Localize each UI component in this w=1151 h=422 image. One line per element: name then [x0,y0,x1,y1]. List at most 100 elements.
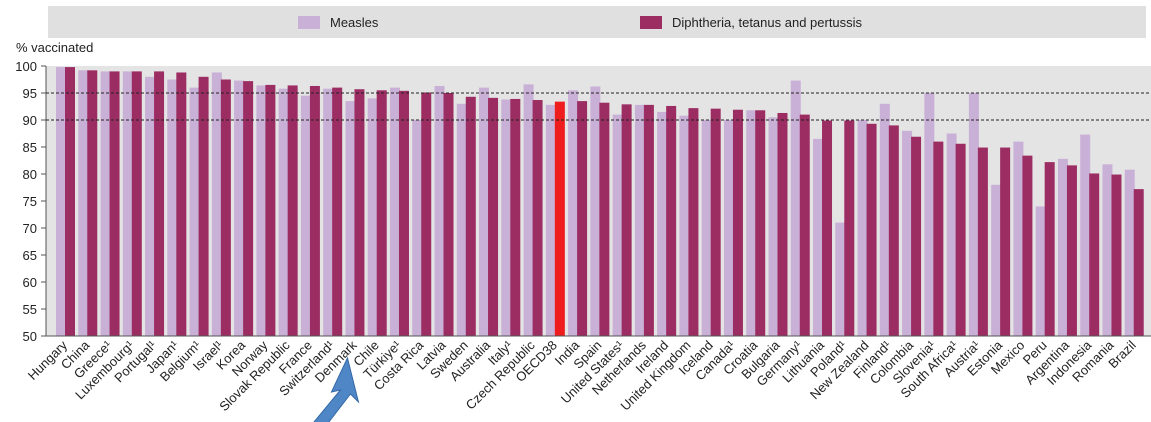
bar-dtp [1111,174,1122,336]
y-tick-label: 70 [23,221,37,236]
bar-measles [256,85,267,336]
bar-measles [1013,141,1024,336]
bar-dtp [265,84,276,337]
bar-dtp [154,71,165,337]
bar-measles [902,130,913,336]
bar-dtp [1066,165,1077,336]
bar-dtp [911,136,922,336]
bar-measles [946,133,957,336]
bar-measles [456,103,467,336]
legend-item-measles: Measles [298,6,378,38]
bar-measles [234,80,245,336]
bar-dtp [688,108,699,337]
bar-dtp [465,96,476,336]
bar-dtp [844,120,855,336]
bar-dtp [65,67,75,336]
bar-dtp [888,125,899,337]
bar-measles [145,76,156,337]
bar-dtp [1000,147,1011,336]
bar-measles [523,84,534,336]
bar-dtp [777,112,788,336]
bar-dtp [621,104,632,336]
bar-dtp [933,141,944,336]
bar-measles [545,104,556,336]
bar-dtp [1089,173,1100,336]
bar-dtp [287,85,298,336]
y-tick-label: 95 [23,86,37,101]
bar-measles [345,101,356,336]
bar-measles [122,71,133,337]
bar-dtp [109,71,120,337]
bar-measles [211,72,222,336]
y-tick-label: 60 [23,275,37,290]
bar-measles [879,103,890,336]
bar-dtp [354,89,365,336]
bar-measles [479,87,490,336]
bar-measles [300,95,311,336]
bar-dtp [755,110,766,336]
bar-measles [612,114,623,336]
legend: Measles Diphtheria, tetanus and pertussi… [48,6,1146,38]
bar-dtp [643,104,654,336]
bar-dtp [977,147,988,336]
bar-dtp [822,120,833,336]
bar-dtp [577,101,588,336]
y-tick-label: 55 [23,302,37,317]
bar-measles [857,120,868,336]
bar-measles [1102,164,1113,336]
bar-measles [679,115,690,337]
bar-measles [367,98,378,337]
bar-dtp [488,97,499,336]
bar-measles [723,120,734,336]
bar-dtp [376,90,387,336]
bar-measles [434,85,445,336]
bar-dtp [955,143,966,336]
bar-dtp [198,76,209,337]
bar-dtp [1133,189,1144,336]
bar-dtp [443,93,454,336]
bar-dtp [599,102,610,336]
bar-measles [412,120,423,336]
bar-measles [634,104,645,336]
bar-measles [924,93,935,336]
bar-measles [56,67,66,336]
y-tick-label: 100 [15,59,37,74]
bar-measles [389,87,400,336]
bar-measles [746,110,757,336]
bar-dtp [554,101,565,336]
bar-dtp [176,72,187,336]
y-axis-title: % vaccinated [16,40,94,55]
bar-measles [991,184,1002,336]
legend-label-measles: Measles [330,14,379,30]
bar-dtp [309,85,320,336]
legend-item-dtp: Diphtheria, tetanus and pertussis [640,6,862,38]
bar-dtp [532,100,543,337]
bar-measles [1035,206,1046,336]
arrow-annotation [313,356,360,422]
bar-dtp [332,87,343,336]
bar-measles [189,87,200,336]
bar-dtp [1044,162,1055,336]
bar-measles [167,79,178,336]
y-tick-label: 80 [23,167,37,182]
bar-measles [835,222,846,336]
bar-measles [768,117,779,336]
bar-dtp [87,70,98,336]
bar-dtp [666,105,677,337]
bar-measles [590,86,601,337]
bar-measles [568,90,579,336]
bar-measles [701,120,712,336]
bar-measles [657,111,668,337]
bar-dtp [866,123,877,336]
legend-label-dtp: Diphtheria, tetanus and pertussis [672,14,863,30]
bar-measles [278,88,289,337]
legend-swatch-dtp [640,15,662,29]
bar-dtp [131,71,142,337]
bar-dtp [799,114,810,336]
bar-dtp [421,92,432,337]
bar-dtp [243,81,254,337]
bar-measles [78,70,89,336]
bar-measles [813,138,824,336]
bar-measles [1080,134,1091,336]
